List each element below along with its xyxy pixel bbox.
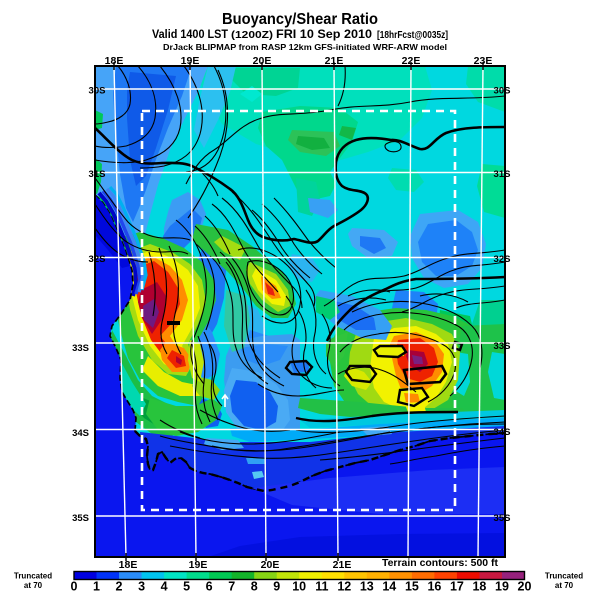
svg-text:7: 7 [228,580,235,594]
svg-text:32S: 32S [494,254,511,265]
svg-text:14: 14 [382,580,396,594]
svg-text:5: 5 [183,580,190,594]
svg-text:8: 8 [251,580,258,594]
svg-text:Truncated: Truncated [545,572,583,581]
svg-text:10: 10 [292,580,306,594]
svg-text:12: 12 [337,580,351,594]
svg-text:34S: 34S [494,427,511,438]
svg-text:Truncated: Truncated [14,572,52,581]
svg-text:9: 9 [273,580,280,594]
svg-text:19E: 19E [181,55,200,67]
svg-text:at 70: at 70 [555,581,574,590]
svg-text:23E: 23E [474,55,493,67]
svg-text:20: 20 [518,580,532,594]
svg-text:35S: 35S [494,513,511,524]
svg-text:17: 17 [450,580,464,594]
svg-text:19: 19 [495,580,509,594]
svg-text:22E: 22E [402,55,421,67]
svg-text:Buoyancy/Shear Ratio: Buoyancy/Shear Ratio [222,11,378,28]
svg-text:32S: 32S [89,254,106,265]
svg-text:33S: 33S [72,343,89,354]
svg-text:2: 2 [116,580,123,594]
svg-text:21E: 21E [333,559,352,571]
svg-text:FRI 10 Sep 2010: FRI 10 Sep 2010 [276,29,372,41]
svg-text:20E: 20E [253,55,272,67]
svg-text:DrJack BLIPMAP from RASP 12km: DrJack BLIPMAP from RASP 12km GFS-initia… [163,42,447,52]
svg-text:33S: 33S [494,341,511,352]
svg-text:(1200Z): (1200Z) [231,30,273,41]
svg-text:20E: 20E [261,559,280,571]
svg-text:3: 3 [138,580,145,594]
svg-text:16: 16 [427,580,441,594]
svg-text:35S: 35S [72,513,89,524]
svg-text:0: 0 [71,580,78,594]
svg-text:at 70: at 70 [24,581,43,590]
svg-text:21E: 21E [325,55,344,67]
svg-text:11: 11 [315,580,328,594]
svg-text:31S: 31S [89,169,106,180]
svg-text:15: 15 [405,580,419,594]
svg-text:4: 4 [161,580,168,594]
svg-text:19E: 19E [189,559,208,571]
svg-text:18E: 18E [119,559,138,571]
svg-text:18E: 18E [105,55,124,67]
svg-text:31S: 31S [494,169,511,180]
svg-text:Valid 1400 LST: Valid 1400 LST [152,29,228,41]
svg-text:30S: 30S [89,86,106,97]
svg-text:Terrain contours: 500 ft: Terrain contours: 500 ft [382,557,498,569]
svg-text:18: 18 [472,580,486,594]
svg-text:30S: 30S [494,86,511,97]
svg-text:[18hrFcst@0035z]: [18hrFcst@0035z] [377,30,448,41]
svg-text:1: 1 [93,580,100,594]
svg-text:6: 6 [206,580,213,594]
svg-text:13: 13 [360,580,374,594]
svg-text:34S: 34S [72,428,89,439]
